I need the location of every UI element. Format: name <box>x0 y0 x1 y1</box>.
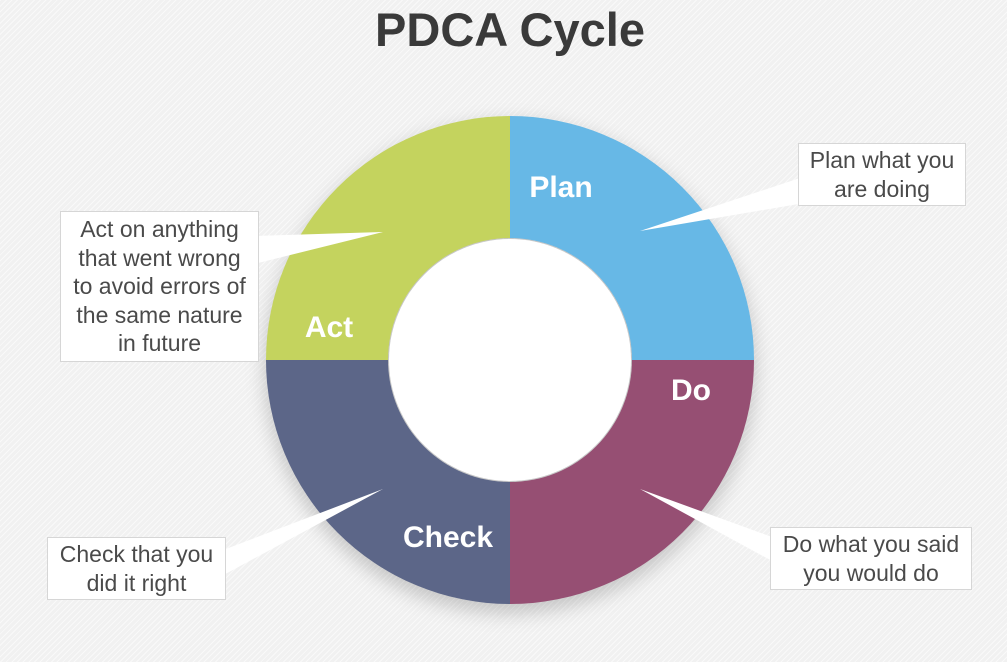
segment-label-do: Do <box>671 374 711 407</box>
segment-do <box>510 360 754 604</box>
callout-act-line: the same nature <box>76 301 243 328</box>
segment-label-act: Act <box>305 311 353 344</box>
callout-plan: Plan what you are doing <box>798 143 966 206</box>
callout-plan-line: Plan what you <box>809 147 955 173</box>
callout-act: Act on anything that went wrong to avoid… <box>60 211 259 362</box>
callout-check: Check that you did it right <box>47 537 226 600</box>
segment-act <box>266 116 510 360</box>
segment-plan <box>510 116 754 360</box>
donut-hole <box>389 239 631 481</box>
callout-pointer-check <box>218 489 383 578</box>
callout-act-line: to avoid errors of <box>73 273 246 300</box>
segment-check <box>266 360 510 604</box>
callout-do-line: Do what you said <box>782 531 960 557</box>
callout-check-line: did it right <box>86 569 187 596</box>
segment-label-plan: Plan <box>529 171 592 204</box>
callout-act-line: Act on anything <box>80 216 239 243</box>
callout-do-line: you would do <box>803 559 939 586</box>
callout-check-line: Check that you <box>59 541 214 567</box>
callout-pointer-do <box>640 489 772 561</box>
callout-plan-line: are doing <box>834 175 930 202</box>
callout-act-line: in future <box>117 330 202 357</box>
callout-act-line: that went wrong <box>78 244 241 271</box>
callout-do: Do what you said you would do <box>770 527 972 590</box>
callout-pointer-act <box>254 232 383 264</box>
callout-pointer-plan <box>640 178 810 231</box>
diagram-title: PDCA Cycle <box>375 3 645 56</box>
segment-label-check: Check <box>403 521 493 554</box>
